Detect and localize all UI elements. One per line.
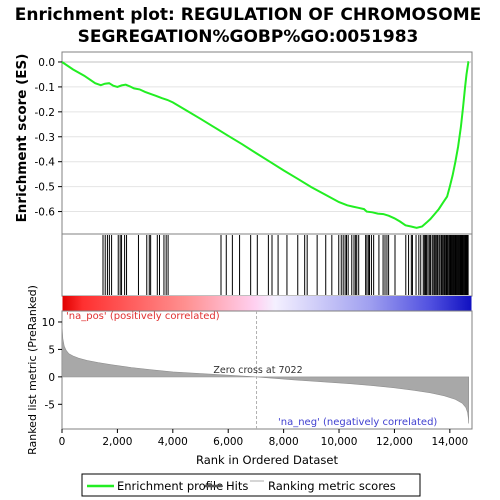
neg-correlated-label: 'na_neg' (negatively correlated): [278, 417, 437, 428]
x-tick-label-7: 14,000: [431, 436, 468, 448]
rank-axis-label: Ranked list metric (PreRanked): [26, 285, 39, 455]
enrichment-profile: [61, 61, 470, 229]
es-tick-label-3: -0.3: [35, 132, 56, 144]
es-y-ticks: 0.0 -0.1 -0.2 -0.3 -0.4 -0.5 -0.6: [35, 57, 62, 219]
es-tick-label-4: -0.4: [35, 157, 56, 169]
zero-cross-label: Zero cross at 7022: [213, 365, 302, 376]
x-axis-label: Rank in Ordered Dataset: [196, 453, 339, 467]
legend-profile-label: Enrichment profile: [117, 479, 223, 493]
x-axis-ticks: 0 2,000 4,000 6,000 8,000 10,000 12,000 14,000: [59, 429, 468, 448]
es-tick-label-1: -0.1: [35, 82, 56, 94]
rank-tick-label-2: 0: [48, 372, 55, 384]
pos-correlated-label: 'na_pos' (positively correlated): [66, 311, 220, 322]
hit-marks: [102, 235, 469, 295]
es-tick-label-6: -0.6: [35, 207, 56, 219]
x-tick-label-3: 6,000: [213, 436, 243, 448]
es-panel: [61, 51, 473, 235]
es-tick-label-0: 0.0: [38, 57, 55, 69]
legend: Enrichment profile Hits Ranking metric s…: [81, 473, 421, 497]
rank-tick-label-1: 5: [48, 344, 55, 356]
legend-box: [81, 473, 421, 497]
x-tick-label-4: 8,000: [269, 436, 299, 448]
x-tick-label-5: 10,000: [321, 436, 358, 448]
x-tick-label-0: 0: [59, 436, 66, 448]
es-profile-line: [61, 61, 470, 229]
es-axis-label: Enrichment score (ES): [14, 54, 30, 223]
rank-tick-label-0: 10: [42, 317, 55, 329]
chart-title-line2: SEGREGATION%GOBP%GO:0051983: [78, 27, 419, 47]
es-tick-label-5: -0.5: [35, 182, 56, 194]
chart-title-line1: Enrichment plot: REGULATION OF CHROMOSOM…: [15, 5, 482, 25]
hits-panel: [61, 233, 473, 297]
x-tick-label-6: 12,000: [376, 436, 413, 448]
rank-y-ticks: 10 5 0 -5: [42, 317, 62, 411]
rank-tick-label-3: -5: [45, 399, 55, 411]
x-tick-label-1: 2,000: [102, 436, 132, 448]
rank-color-bar: [62, 296, 472, 311]
legend-hits-label: Hits: [226, 479, 248, 493]
es-tick-label-2: -0.2: [35, 107, 56, 119]
legend-metric-label: Ranking metric scores: [268, 479, 396, 493]
x-tick-label-2: 4,000: [158, 436, 188, 448]
